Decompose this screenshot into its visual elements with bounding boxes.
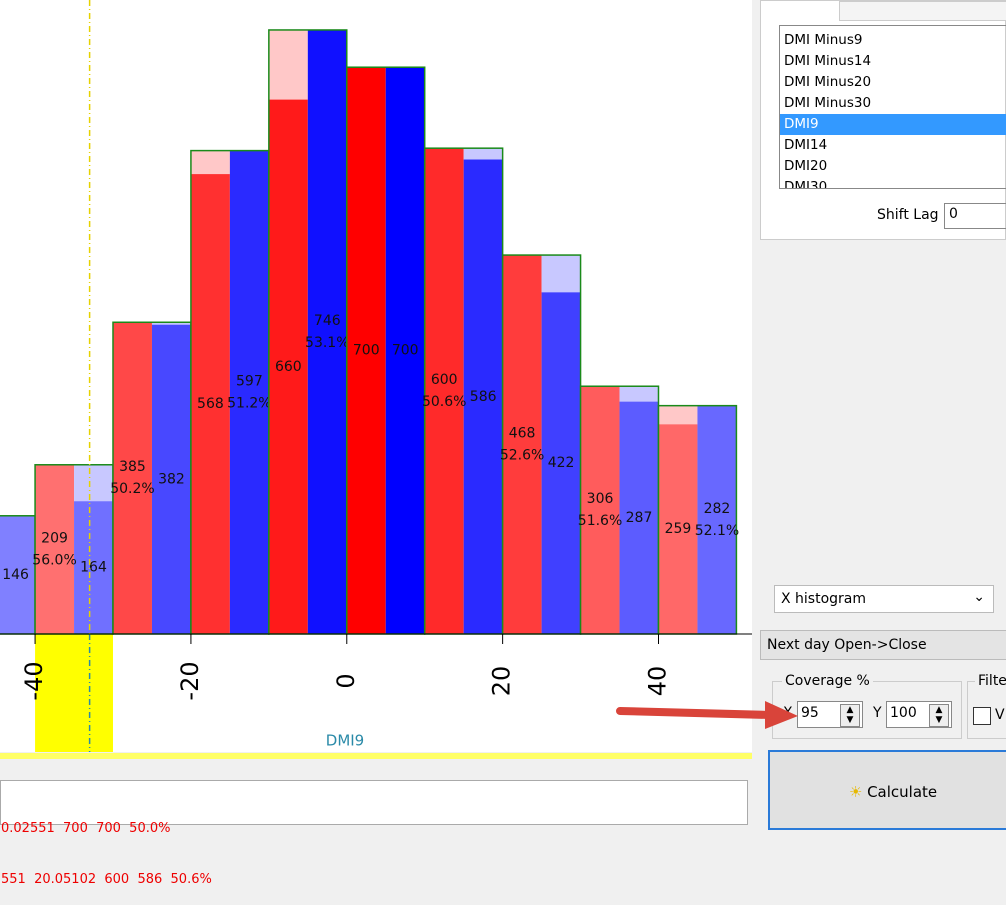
share-label: 51.2% xyxy=(227,395,271,411)
value-label: 209 xyxy=(41,530,68,546)
bar xyxy=(190,174,230,634)
x-tick-label: -40 xyxy=(20,661,48,700)
calculate-button[interactable]: ☀ Calculate xyxy=(768,750,1006,830)
checkbox[interactable] xyxy=(973,707,991,725)
value-label: 382 xyxy=(158,471,185,487)
bar xyxy=(0,515,36,634)
status-box: 0.02551 700 700 50.0% 551 20.05102 600 5… xyxy=(0,780,748,887)
dropdown-text: X histogram xyxy=(781,591,867,607)
share-label: 52.1% xyxy=(695,523,739,539)
shift-lag-label: Shift Lag xyxy=(877,207,939,223)
gap-overlay xyxy=(463,148,503,160)
value-label: 259 xyxy=(665,521,692,537)
bar xyxy=(112,322,152,634)
status-line: 0.02551 700 700 50.0% xyxy=(1,821,171,836)
bar xyxy=(307,29,347,635)
bar xyxy=(151,324,191,634)
value-label: 468 xyxy=(509,426,536,442)
spin-buttons[interactable]: ▲ ▼ xyxy=(929,704,949,727)
gap-overlay xyxy=(74,464,113,502)
value-label: 700 xyxy=(353,343,380,359)
shift-lag-input[interactable]: 0 xyxy=(944,203,1006,229)
bar xyxy=(346,67,386,634)
value-label: 746 xyxy=(314,313,341,329)
bar xyxy=(385,67,425,634)
gap-overlay xyxy=(541,255,581,293)
value-label: 282 xyxy=(704,501,731,517)
gap-overlay xyxy=(619,386,659,402)
group-title: Filte xyxy=(975,673,1006,689)
value-label: 146 xyxy=(2,567,29,583)
group-title: Coverage % xyxy=(782,673,873,689)
bar xyxy=(697,405,737,634)
bar xyxy=(541,292,581,634)
button-label: Calculate xyxy=(867,783,938,801)
bar xyxy=(74,501,113,634)
x-tick-label: 20 xyxy=(488,666,516,697)
status-line: 551 20.05102 600 586 50.6% xyxy=(1,872,212,887)
x-axis-label: DMI9 xyxy=(326,732,364,750)
value-label: 700 xyxy=(392,343,419,359)
gap-overlay xyxy=(268,29,308,100)
list-item[interactable]: DMI30 xyxy=(784,179,828,189)
y-label: Y xyxy=(873,705,882,721)
y-spinner[interactable]: 100 ▲ ▼ xyxy=(886,701,952,728)
highlight xyxy=(35,634,113,752)
x-tick-label: 0 xyxy=(332,673,360,688)
checkbox-label: V xyxy=(995,707,1005,723)
divider xyxy=(0,753,752,759)
value-label: 597 xyxy=(236,373,263,389)
list-item[interactable]: DMI20 xyxy=(784,158,828,174)
list-item[interactable]: DMI14 xyxy=(784,137,828,153)
x-tick-label: 40 xyxy=(643,666,671,697)
bar xyxy=(229,150,269,635)
listbox[interactable]: DMI Minus9 DMI Minus14 DMI Minus20 DMI Minu… xyxy=(779,25,1006,189)
bar xyxy=(35,464,75,634)
gap-overlay xyxy=(151,322,191,325)
list-item[interactable]: DMI Minus30 xyxy=(784,95,872,111)
list-panel: DMI Minus9 DMI Minus14 DMI Minus20 DMI Minu… xyxy=(760,0,1006,240)
sun-icon: ☀ xyxy=(848,783,863,801)
bar xyxy=(619,401,659,634)
value-label: 306 xyxy=(587,491,614,507)
bar xyxy=(268,99,308,634)
list-item[interactable]: DMI Minus14 xyxy=(784,53,872,69)
share-label: 56.0% xyxy=(32,552,76,568)
list-item[interactable]: DMI Minus9 xyxy=(784,32,863,48)
list-item[interactable]: DMI Minus20 xyxy=(784,74,872,90)
bar xyxy=(502,255,542,634)
list-item[interactable]: DMI9 xyxy=(780,114,1006,135)
share-label: 50.6% xyxy=(422,394,466,410)
x-value: 95 xyxy=(801,705,819,721)
x-spinner[interactable]: 95 ▲ ▼ xyxy=(797,701,863,728)
chevron: ⌄ xyxy=(973,589,985,605)
x-tick-label: -20 xyxy=(176,661,204,700)
value-label: 586 xyxy=(470,389,497,405)
header-cells xyxy=(839,1,1006,21)
value-label: 287 xyxy=(626,510,653,526)
gap-overlay xyxy=(190,150,230,175)
bar xyxy=(424,148,464,634)
bar xyxy=(463,159,503,634)
value-label: 600 xyxy=(431,372,458,388)
chart: DMI9 146 209 56.0% 164 385 50.2%382 568 597 51.2… xyxy=(0,0,752,759)
share-label: 51.6% xyxy=(578,513,622,529)
dropdown[interactable]: X histogram ⌄ xyxy=(774,585,994,613)
share-label: 52.6% xyxy=(500,448,544,464)
value-label: 568 xyxy=(197,396,224,412)
value-label: 422 xyxy=(548,455,575,471)
value-label: 164 xyxy=(80,560,107,576)
bar xyxy=(580,386,620,634)
value-label: 660 xyxy=(275,359,302,375)
arrow xyxy=(616,701,798,729)
value-label: 385 xyxy=(119,459,146,475)
gap-overlay xyxy=(658,405,698,425)
share-label: 53.1% xyxy=(305,335,349,351)
spin-buttons[interactable]: ▲ ▼ xyxy=(840,704,860,727)
y-value: 100 xyxy=(890,705,917,721)
share-label: 50.2% xyxy=(110,481,154,497)
bar xyxy=(658,424,698,634)
dropdown[interactable]: Next day Open->Close xyxy=(760,630,1006,660)
